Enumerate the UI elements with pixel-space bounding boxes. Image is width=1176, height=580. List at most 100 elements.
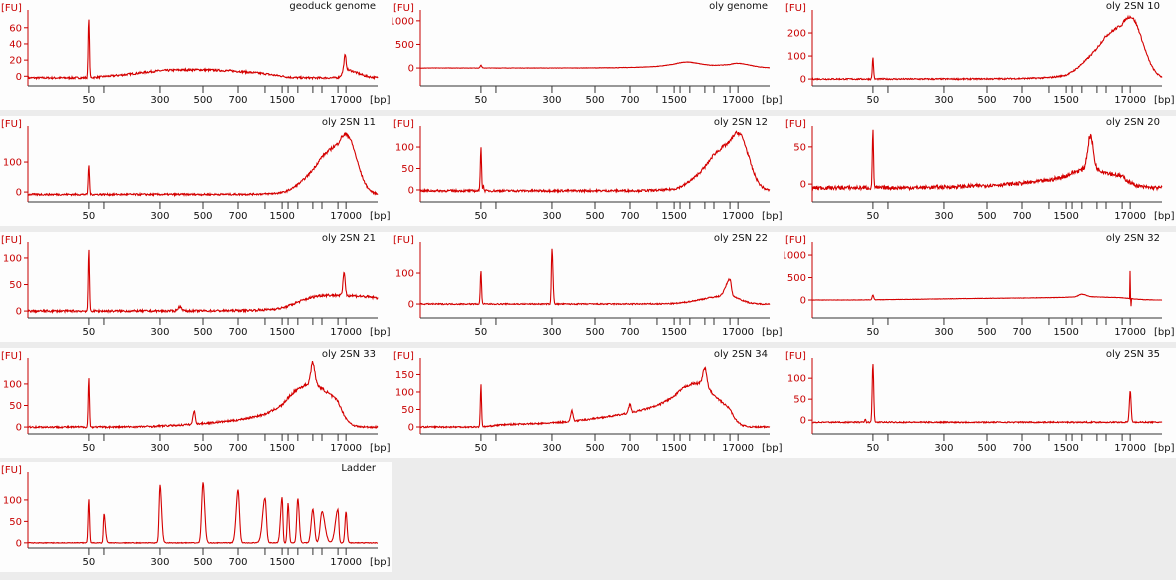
x-tick-label: 500 xyxy=(193,557,212,568)
panel-title: Ladder xyxy=(341,463,376,474)
y-unit-label: [FU] xyxy=(785,3,806,14)
y-tick-label: 0 xyxy=(800,296,806,307)
panel-title: oly 2SN 33 xyxy=(321,349,376,360)
y-unit-label: [FU] xyxy=(393,3,414,14)
y-tick-label: 0 xyxy=(16,423,22,434)
y-tick-label: 1000 xyxy=(784,251,806,262)
panel-title: oly 2SN 32 xyxy=(1105,233,1160,244)
x-unit-label: [bp] xyxy=(1154,95,1175,106)
panel-title: oly 2SN 10 xyxy=(1105,1,1160,12)
x-tick-label: 1500 xyxy=(661,327,686,338)
x-tick-label: 50 xyxy=(475,211,488,222)
panel-title: oly genome xyxy=(709,1,768,12)
x-tick-label: 1500 xyxy=(661,95,686,106)
trace-line xyxy=(811,129,1163,192)
panel-title: oly 2SN 12 xyxy=(713,117,768,128)
y-tick-label: 0 xyxy=(16,538,22,549)
y-tick-label: 40 xyxy=(9,39,22,50)
x-tick-label: 1500 xyxy=(661,211,686,222)
panel-title: oly 2SN 11 xyxy=(321,117,376,128)
chart-svg: [FU] 0 50 100 50 300 500 700 1500 17000 [bp] xyxy=(393,119,783,222)
chart-svg: [FU] 0 500 1000 50 300 500 700 1500 17000 [bp] xyxy=(392,3,783,106)
x-tick-label: 500 xyxy=(193,443,212,454)
chart-svg: [FU] 0 50 100 50 300 500 700 1500 17000 [bp] xyxy=(1,351,391,454)
x-unit-label: [bp] xyxy=(762,211,783,222)
trace-line xyxy=(811,364,1163,425)
x-tick-label: 300 xyxy=(934,211,953,222)
chart-panel: [FU] 0 50 100 50 300 500 700 1500 17000 [bp] Ladder xyxy=(0,462,392,578)
y-unit-label: [FU] xyxy=(785,351,806,362)
x-unit-label: [bp] xyxy=(762,95,783,106)
y-unit-label: [FU] xyxy=(785,119,806,130)
trace-line xyxy=(419,130,771,195)
y-tick-label: 60 xyxy=(9,23,22,34)
x-unit-label: [bp] xyxy=(762,443,783,454)
y-tick-label: 100 xyxy=(787,52,806,63)
x-tick-label: 50 xyxy=(83,557,96,568)
y-tick-label: 1000 xyxy=(392,16,414,27)
x-tick-label: 17000 xyxy=(1114,327,1146,338)
y-tick-label: 0 xyxy=(16,188,22,199)
chart-panel: [FU] 0 50 100 50 300 500 700 1500 17000 [bp] oly 2S… xyxy=(392,116,784,232)
x-tick-label: 300 xyxy=(150,557,169,568)
trace-line xyxy=(419,248,771,306)
x-tick-label: 1500 xyxy=(269,211,294,222)
x-unit-label: [bp] xyxy=(370,211,391,222)
y-tick-label: 0 xyxy=(16,307,22,318)
trace-line xyxy=(812,270,1163,307)
panel-title: geoduck genome xyxy=(289,1,376,12)
chart-svg: [FU] 0 50 100 150 50 300 500 700 1500 17000 [bp] xyxy=(393,351,783,454)
panel-title: oly 2SN 34 xyxy=(713,349,768,360)
x-tick-label: 50 xyxy=(867,95,880,106)
chart-svg: [FU] 0 100 200 50 300 500 700 1500 17000 [bp] xyxy=(785,3,1175,106)
y-tick-label: 0 xyxy=(800,75,806,86)
y-unit-label: [FU] xyxy=(1,3,22,14)
x-tick-label: 500 xyxy=(977,95,996,106)
y-tick-label: 500 xyxy=(787,273,806,284)
panel-title: oly 2SN 22 xyxy=(713,233,768,244)
x-tick-label: 700 xyxy=(228,557,247,568)
trace-line xyxy=(419,366,771,430)
y-tick-label: 100 xyxy=(395,269,414,280)
x-tick-label: 50 xyxy=(867,327,880,338)
y-unit-label: [FU] xyxy=(1,119,22,130)
y-tick-label: 100 xyxy=(3,495,22,506)
y-tick-label: 50 xyxy=(401,164,414,175)
chart-svg: [FU] 0 100 50 300 500 700 1500 17000 [bp] xyxy=(393,235,783,338)
x-tick-label: 700 xyxy=(228,95,247,106)
y-tick-label: 150 xyxy=(395,370,414,381)
y-unit-label: [FU] xyxy=(393,119,414,130)
x-tick-label: 1500 xyxy=(269,327,294,338)
x-tick-label: 500 xyxy=(193,211,212,222)
x-tick-label: 50 xyxy=(475,95,488,106)
y-tick-label: 100 xyxy=(3,253,22,264)
panel-title: oly 2SN 35 xyxy=(1105,349,1160,360)
x-unit-label: [bp] xyxy=(762,327,783,338)
y-tick-label: 100 xyxy=(3,379,22,390)
x-tick-label: 17000 xyxy=(722,443,754,454)
x-unit-label: [bp] xyxy=(370,95,391,106)
x-tick-label: 700 xyxy=(620,95,639,106)
y-tick-label: 50 xyxy=(793,142,806,153)
x-tick-label: 17000 xyxy=(722,95,754,106)
x-tick-label: 700 xyxy=(620,327,639,338)
chart-panel: [FU] 0 500 1000 50 300 500 700 1500 17000 [bp] oly … xyxy=(392,0,784,116)
x-unit-label: [bp] xyxy=(1154,211,1175,222)
x-tick-label: 300 xyxy=(542,211,561,222)
chart-svg: [FU] 0 50 100 50 300 500 700 1500 17000 [bp] xyxy=(1,235,391,338)
x-tick-label: 700 xyxy=(1012,95,1031,106)
x-tick-label: 700 xyxy=(1012,443,1031,454)
y-tick-label: 100 xyxy=(3,158,22,169)
chart-svg: [FU] 0 100 50 300 500 700 1500 17000 [bp] xyxy=(1,119,391,222)
x-tick-label: 300 xyxy=(150,443,169,454)
x-tick-label: 700 xyxy=(620,443,639,454)
x-tick-label: 500 xyxy=(193,95,212,106)
x-tick-label: 50 xyxy=(867,211,880,222)
x-tick-label: 700 xyxy=(228,211,247,222)
x-tick-label: 50 xyxy=(83,443,96,454)
chart-svg: [FU] 0 50 100 50 300 500 700 1500 17000 [bp] xyxy=(1,465,391,568)
chart-panel: [FU] 0 100 200 50 300 500 700 1500 17000 [bp] oly 2… xyxy=(784,0,1176,116)
x-tick-label: 1500 xyxy=(1053,95,1078,106)
chart-svg: [FU] 0 20 40 60 50 300 500 700 1500 17000 [bp] xyxy=(1,3,391,106)
chart-panel: [FU] 0 50 100 50 300 500 700 1500 17000 [bp] oly 2S… xyxy=(784,348,1176,464)
